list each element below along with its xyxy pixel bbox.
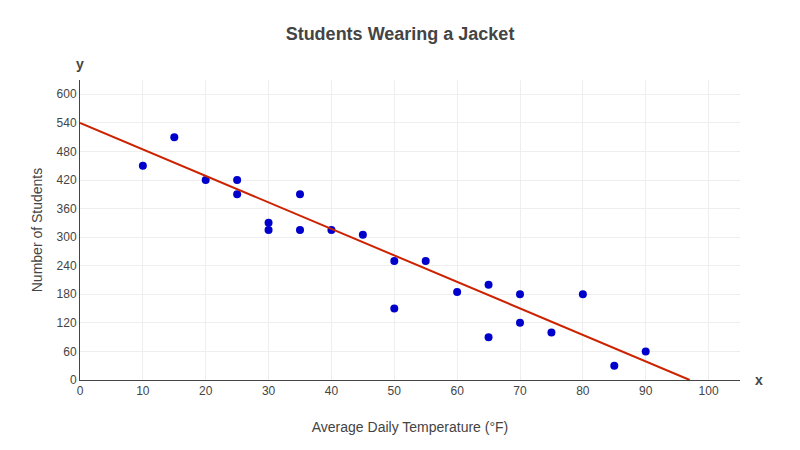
svg-text:420: 420 [57, 173, 77, 187]
svg-text:180: 180 [57, 287, 77, 301]
svg-text:40: 40 [325, 384, 339, 398]
svg-text:20: 20 [199, 384, 213, 398]
svg-text:60: 60 [63, 345, 77, 359]
svg-text:80: 80 [576, 384, 590, 398]
svg-text:10: 10 [136, 384, 150, 398]
svg-text:100: 100 [699, 384, 719, 398]
svg-text:0: 0 [70, 373, 77, 387]
svg-text:Number of Students: Number of Students [29, 168, 45, 293]
svg-text:Students Wearing a Jacket: Students Wearing a Jacket [286, 24, 515, 44]
svg-text:0: 0 [77, 384, 84, 398]
svg-text:x: x [755, 372, 763, 388]
svg-text:240: 240 [57, 259, 77, 273]
svg-text:360: 360 [57, 202, 77, 216]
svg-text:50: 50 [388, 384, 402, 398]
svg-text:90: 90 [639, 384, 653, 398]
svg-text:Average Daily Temperature (°F): Average Daily Temperature (°F) [312, 419, 509, 435]
svg-text:600: 600 [57, 87, 77, 101]
svg-text:60: 60 [450, 384, 464, 398]
svg-text:480: 480 [57, 145, 77, 159]
svg-text:y: y [76, 56, 84, 72]
svg-text:300: 300 [57, 230, 77, 244]
svg-text:120: 120 [57, 316, 77, 330]
svg-text:30: 30 [262, 384, 276, 398]
svg-text:540: 540 [57, 116, 77, 130]
svg-text:70: 70 [513, 384, 527, 398]
